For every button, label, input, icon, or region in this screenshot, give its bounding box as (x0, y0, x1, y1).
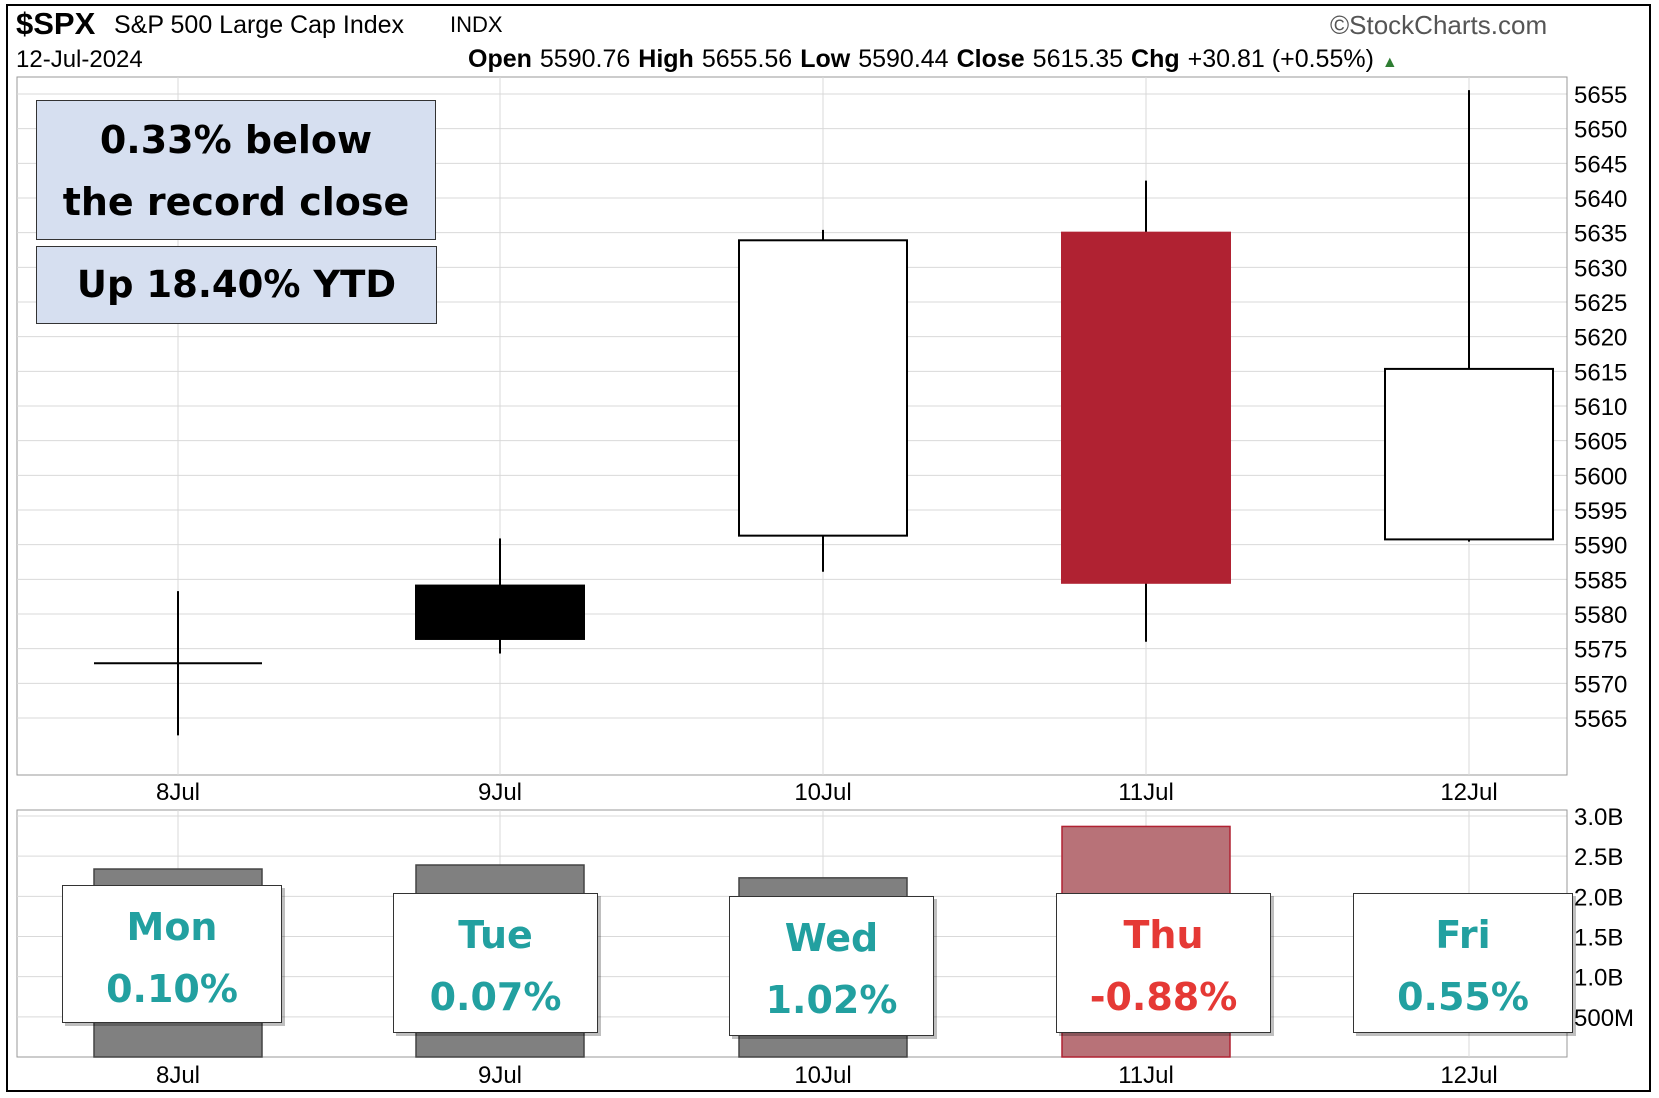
volume-tick-label: 500M (1574, 1005, 1634, 1032)
candle-body (1061, 231, 1231, 584)
price-tick-label: 5580 (1574, 602, 1627, 629)
index-name: S&P 500 Large Cap Index (114, 11, 405, 39)
price-tick-label: 5570 (1574, 671, 1627, 698)
volume-tick-label: 2.5B (1574, 844, 1623, 871)
day-box-thu: Thu -0.88% (1056, 893, 1271, 1033)
price-tick-label: 5655 (1574, 82, 1627, 109)
volume-x-label: 11Jul (1118, 1062, 1174, 1089)
price-tick-label: 5635 (1574, 221, 1627, 248)
chg-value: +30.81 (+0.55%) (1187, 45, 1374, 73)
chg-label: Chg (1131, 45, 1180, 73)
price-tick-label: 5620 (1574, 325, 1627, 352)
close-value: 5615.35 (1032, 45, 1124, 73)
day-label: Wed (784, 916, 879, 960)
price-tick-label: 5590 (1574, 533, 1627, 560)
day-box-mon: Mon 0.10% (62, 885, 282, 1023)
price-tick-label: 5640 (1574, 186, 1627, 213)
day-change: 0.10% (106, 967, 238, 1011)
volume-tick-label: 2.0B (1574, 884, 1623, 911)
day-box-tue: Tue 0.07% (393, 893, 598, 1033)
volume-x-label: 8Jul (156, 1062, 200, 1089)
day-change: 0.55% (1397, 975, 1529, 1019)
volume-tick-label: 1.0B (1574, 965, 1623, 992)
day-box-wed: Wed 1.02% (729, 896, 934, 1036)
candle-body (415, 584, 585, 640)
candle-body (1384, 367, 1554, 541)
price-x-label: 12Jul (1440, 779, 1497, 806)
price-tick-label: 5630 (1574, 255, 1627, 282)
day-change: -0.88% (1089, 975, 1238, 1019)
quote-date: 12-Jul-2024 (16, 46, 143, 73)
high-value: 5655.56 (701, 45, 793, 73)
price-tick-label: 5615 (1574, 359, 1627, 386)
price-tick-label: 5625 (1574, 290, 1627, 317)
record-close-callout: 0.33% below the record close (36, 100, 436, 240)
source-credit: ©StockCharts.com (1330, 10, 1548, 40)
day-label: Fri (1435, 913, 1491, 957)
volume-x-label: 10Jul (794, 1062, 851, 1089)
quote-bar: Open 5590.76 High 5655.56 Low 5590.44 Close… (468, 45, 1398, 74)
volume-x-label: 12Jul (1440, 1062, 1497, 1089)
price-tick-label: 5645 (1574, 151, 1627, 178)
open-value: 5590.76 (539, 45, 631, 73)
high-label: High (638, 45, 694, 73)
record-line-2: the record close (62, 180, 410, 224)
day-change: 0.07% (429, 975, 562, 1019)
day-label: Mon (126, 905, 218, 949)
price-tick-label: 5565 (1574, 706, 1627, 733)
day-box-fri: Fri 0.55% (1353, 893, 1573, 1033)
record-line-1: 0.33% below (99, 118, 373, 162)
day-label: Thu (1123, 913, 1204, 957)
price-tick-label: 5600 (1574, 463, 1627, 490)
day-label: Tue (458, 913, 533, 957)
ytd-callout: Up 18.40% YTD (36, 246, 437, 324)
open-label: Open (468, 45, 532, 73)
price-x-label: 8Jul (156, 779, 200, 806)
price-tick-label: 5585 (1574, 567, 1627, 594)
price-tick-label: 5650 (1574, 117, 1627, 144)
price-tick-label: 5595 (1574, 498, 1627, 525)
chart-frame (6, 4, 1651, 1092)
low-value: 5590.44 (858, 45, 949, 73)
price-tick-label: 5605 (1574, 429, 1627, 456)
symbol-title: $SPX (16, 6, 96, 41)
day-change: 1.02% (765, 978, 898, 1022)
low-label: Low (800, 45, 851, 73)
price-x-label: 11Jul (1118, 779, 1174, 806)
volume-tick-label: 3.0B (1574, 804, 1623, 831)
price-x-label: 9Jul (478, 779, 522, 806)
exchange-label: INDX (450, 12, 503, 37)
price-x-label: 10Jul (794, 779, 851, 806)
volume-tick-label: 1.5B (1574, 925, 1623, 952)
price-tick-label: 5575 (1574, 637, 1627, 664)
candle-body (738, 239, 908, 537)
volume-x-label: 9Jul (478, 1062, 522, 1089)
price-tick-label: 5610 (1574, 394, 1627, 421)
up-arrow-icon: ▲ (1381, 54, 1398, 71)
close-label: Close (956, 45, 1025, 73)
